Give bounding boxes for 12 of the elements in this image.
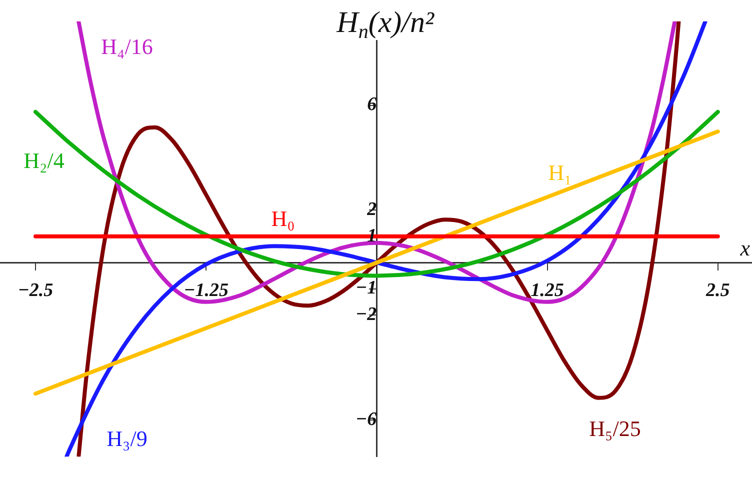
series-label: H₃/9 xyxy=(106,426,148,451)
x-axis-title: x xyxy=(739,235,750,260)
series-label: H₂/4 xyxy=(24,148,64,173)
series-label: H₄/16 xyxy=(101,34,153,59)
series-label: H₅/25 xyxy=(589,416,641,441)
series-label: H₁ xyxy=(548,160,572,185)
series-label: H₀ xyxy=(271,206,295,231)
y-tick-label: −1 xyxy=(356,278,377,299)
x-tick-label: 2.5 xyxy=(705,280,730,301)
x-tick-label: −1.25 xyxy=(184,280,229,301)
x-tick-label: 1.25 xyxy=(530,280,564,301)
x-tick-label: −2.5 xyxy=(18,280,54,301)
